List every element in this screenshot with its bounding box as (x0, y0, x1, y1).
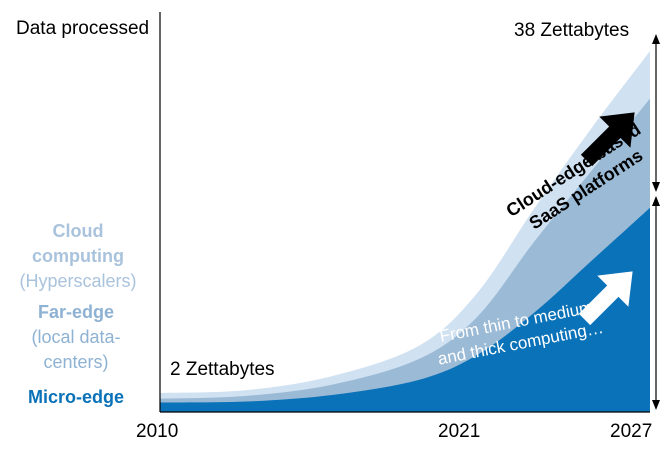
legend-cloud-title2: computing (32, 246, 124, 266)
legend-far: Far-edge (local data- centers) (8, 300, 144, 375)
end-value-label: 38 Zettabytes (514, 20, 630, 41)
area-series-1 (160, 207, 650, 412)
x-tick-2021: 2021 (438, 421, 481, 442)
legend-micro: Micro-edge (8, 385, 144, 410)
legend-cloud: Cloud computing (Hyperscalers) (10, 219, 146, 294)
legend-cloud-title: Cloud (52, 221, 104, 241)
range-bracket-upper (652, 34, 660, 192)
legend-micro-title: Micro-edge (27, 387, 124, 407)
legend-far-sub1: (local data- (31, 327, 121, 347)
legend-cloud-sub: (Hyperscalers) (19, 271, 137, 291)
x-tick-2027: 2027 (610, 421, 653, 442)
legend-far-title: Far-edge (37, 302, 115, 322)
legend-far-sub2: centers) (43, 352, 109, 372)
y-axis-label: Data processed (16, 18, 150, 39)
x-tick-2010: 2010 (136, 421, 179, 442)
start-value-label: 2 Zettabytes (170, 359, 275, 380)
arrow-cloud-edge (580, 112, 635, 167)
range-bracket-lower (652, 196, 660, 410)
arrow-thin-to-thick (578, 271, 633, 326)
